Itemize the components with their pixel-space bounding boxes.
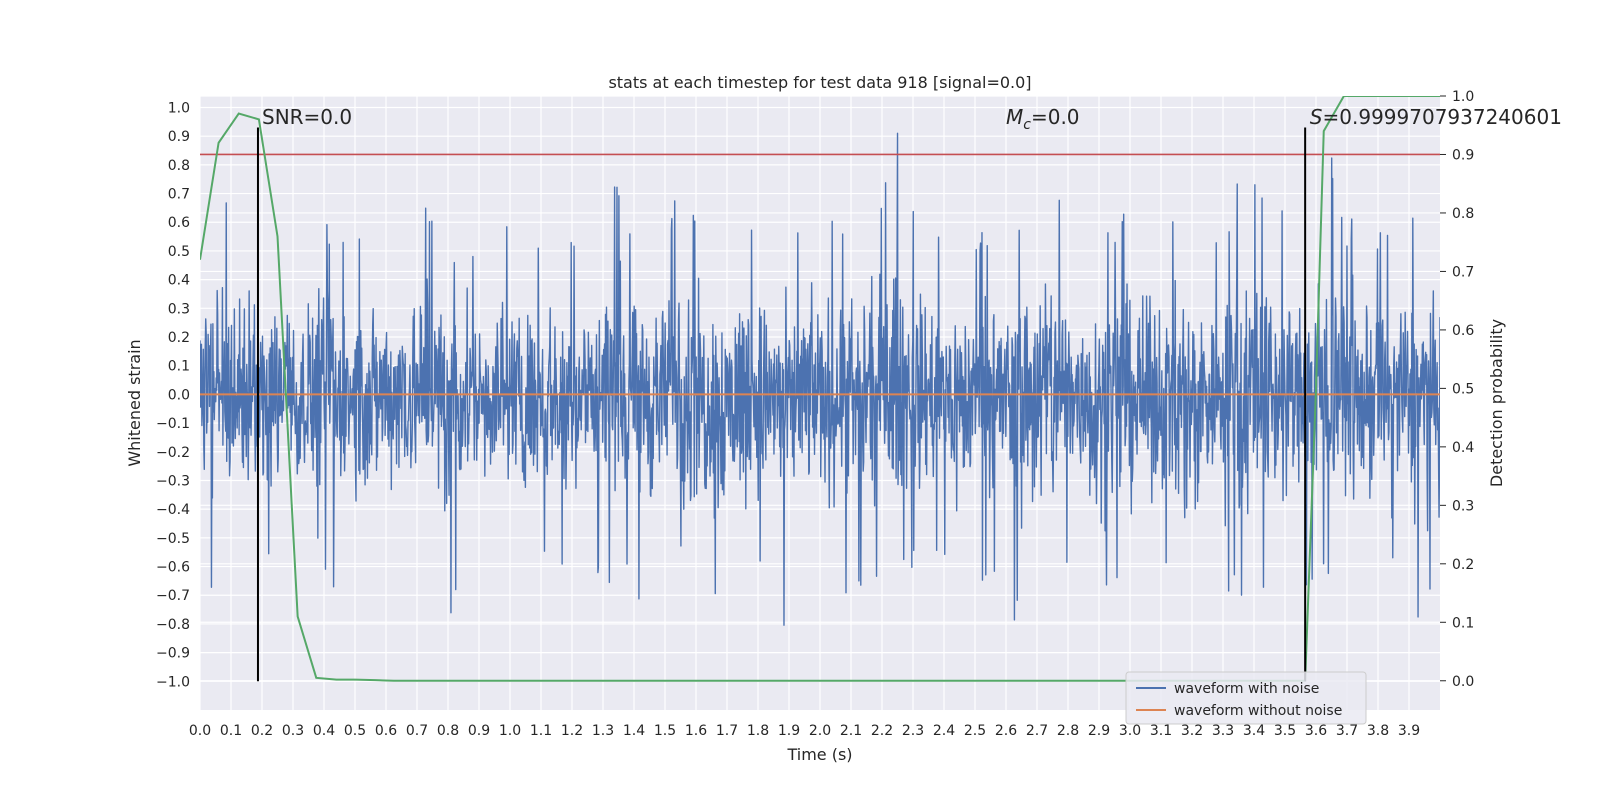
- annotations: SNR=0.0 Mc=0.0 S=0.9999707937240601: [256, 105, 1562, 682]
- legend-box: [1125, 671, 1367, 725]
- y-tick-label: 0.9: [168, 129, 190, 145]
- x-tick-label: 0.3: [282, 723, 304, 739]
- x-tick-label: 1.3: [592, 723, 614, 739]
- annotation-label: Mc=0.0: [1006, 105, 1080, 133]
- y2-tick-labels: 1.0 0.9 0.8 0.7 0.6 0.5 0.4 0.3 0.2 0.1 0.0: [1440, 89, 1474, 690]
- y2-tick-label: 0.0: [1452, 674, 1474, 690]
- series-line-detection-probability: [200, 96, 1440, 682]
- series-line-waveform-with-noise: [200, 132, 1440, 626]
- y2-tick-label: 0.4: [1452, 440, 1474, 456]
- y2-tick-label: 0.6: [1452, 323, 1474, 339]
- x-tick-label: 1.1: [530, 723, 552, 739]
- x-tick-label: 2.6: [995, 723, 1017, 739]
- annotation-label: SNR=0.0: [262, 105, 352, 129]
- y-tick-label: 0.2: [168, 330, 190, 346]
- x-tick-label: 1.2: [561, 723, 583, 739]
- y2-tick-label: 0.3: [1452, 498, 1474, 514]
- y-tick-label: 0.6: [168, 215, 190, 231]
- y-tick-label: 0.1: [168, 359, 190, 375]
- x-tick-label: 3.2: [1181, 723, 1203, 739]
- y-tick-label: −0.8: [156, 617, 190, 633]
- x-tick-label: 3.3: [1212, 723, 1234, 739]
- x-tick-label: 3.6: [1305, 723, 1327, 739]
- x-tick-label: 1.5: [654, 723, 676, 739]
- x-tick-label: 0.5: [344, 723, 366, 739]
- y2-axis-label: Detection probability: [1487, 319, 1506, 487]
- x-tick-label: 3.1: [1150, 723, 1172, 739]
- y-tick-label: 0.7: [168, 187, 190, 203]
- x-tick-label: 0.4: [313, 723, 335, 739]
- y-tick-label: −0.6: [156, 560, 190, 576]
- x-tick-label: 1.7: [716, 723, 738, 739]
- annotation-label: S=0.9999707937240601: [1310, 105, 1562, 129]
- y-tick-label: −0.4: [156, 502, 190, 518]
- x-tick-label: 2.3: [902, 723, 924, 739]
- y2-tick-label: 0.8: [1452, 206, 1474, 222]
- y-tick-label: −0.9: [156, 646, 190, 662]
- x-tick-label: 0.6: [375, 723, 397, 739]
- x-tick-label: 1.6: [685, 723, 707, 739]
- noise-waveform: [200, 132, 1440, 626]
- x-tick-label: 3.9: [1398, 723, 1420, 739]
- y-tick-label: 0.5: [168, 244, 190, 260]
- y2-tick-label: 1.0: [1452, 89, 1474, 105]
- x-tick-label: 2.7: [1026, 723, 1048, 739]
- y-tick-label: −0.7: [156, 588, 190, 604]
- x-tick-label: 2.9: [1088, 723, 1110, 739]
- x-tick-label: 1.4: [623, 723, 645, 739]
- y-tick-label: −1.0: [156, 674, 190, 690]
- x-tick-label: 1.8: [747, 723, 769, 739]
- legend: waveform with noise waveform without nois…: [1125, 671, 1367, 725]
- x-tick-label: 1.0: [499, 723, 521, 739]
- x-tick-label: 1.9: [778, 723, 800, 739]
- y2-tick-label: 0.5: [1452, 381, 1474, 397]
- x-tick-label: 3.0: [1119, 723, 1141, 739]
- x-tick-label: 2.2: [871, 723, 893, 739]
- y-tick-label: 0.0: [168, 387, 190, 403]
- y-tick-label: 0.4: [168, 273, 190, 289]
- x-tick-label: 0.1: [220, 723, 242, 739]
- y2-tick-label: 0.9: [1452, 147, 1474, 163]
- series-lines: [200, 96, 1440, 682]
- x-tick-labels: 0.0 0.1 0.2 0.3 0.4 0.5 0.6 0.7 0.8 0.9 1.0 1.1 1.2 1…: [189, 723, 1420, 739]
- y-tick-label: 0.3: [168, 301, 190, 317]
- y-axis-label: Whitened strain: [125, 339, 144, 466]
- x-tick-label: 2.0: [809, 723, 831, 739]
- legend-entry: waveform without noise: [1174, 703, 1342, 719]
- y2-tick-label: 0.2: [1452, 557, 1474, 573]
- chart-title: stats at each timestep for test data 918…: [608, 73, 1031, 92]
- x-tick-label: 0.2: [251, 723, 273, 739]
- x-tick-label: 2.1: [840, 723, 862, 739]
- y-tick-label: 1.0: [168, 100, 190, 116]
- x-axis-label: Time (s): [786, 745, 852, 764]
- x-tick-label: 2.8: [1057, 723, 1079, 739]
- y-tick-labels: 1.0 0.9 0.8 0.7 0.6 0.5 0.4 0.3 0.2 0.1 0.0 −0.1 −0.…: [156, 100, 190, 690]
- x-tick-label: 0.9: [468, 723, 490, 739]
- x-tick-label: 3.8: [1367, 723, 1389, 739]
- x-tick-label: 2.4: [933, 723, 955, 739]
- y2-tick-label: 0.1: [1452, 615, 1474, 631]
- y-tick-label: 0.8: [168, 158, 190, 174]
- x-tick-label: 3.5: [1274, 723, 1296, 739]
- y-tick-label: −0.5: [156, 531, 190, 547]
- x-tick-label: 3.4: [1243, 723, 1265, 739]
- x-tick-label: 0.7: [406, 723, 428, 739]
- y-tick-label: −0.3: [156, 473, 190, 489]
- x-tick-label: 2.5: [964, 723, 986, 739]
- y-tick-label: −0.1: [156, 416, 190, 432]
- x-tick-label: 0.0: [189, 723, 211, 739]
- y2-tick-label: 0.7: [1452, 264, 1474, 280]
- x-tick-label: 3.7: [1336, 723, 1358, 739]
- legend-entry: waveform with noise: [1174, 681, 1319, 697]
- x-tick-label: 0.8: [437, 723, 459, 739]
- y-tick-label: −0.2: [156, 445, 190, 461]
